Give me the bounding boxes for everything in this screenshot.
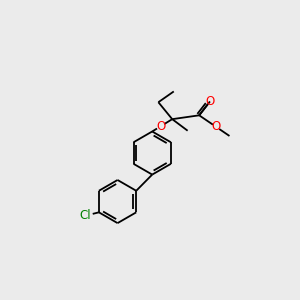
Text: Cl: Cl (79, 209, 91, 222)
Text: O: O (156, 120, 165, 133)
Text: O: O (205, 95, 214, 108)
Text: O: O (212, 120, 221, 134)
